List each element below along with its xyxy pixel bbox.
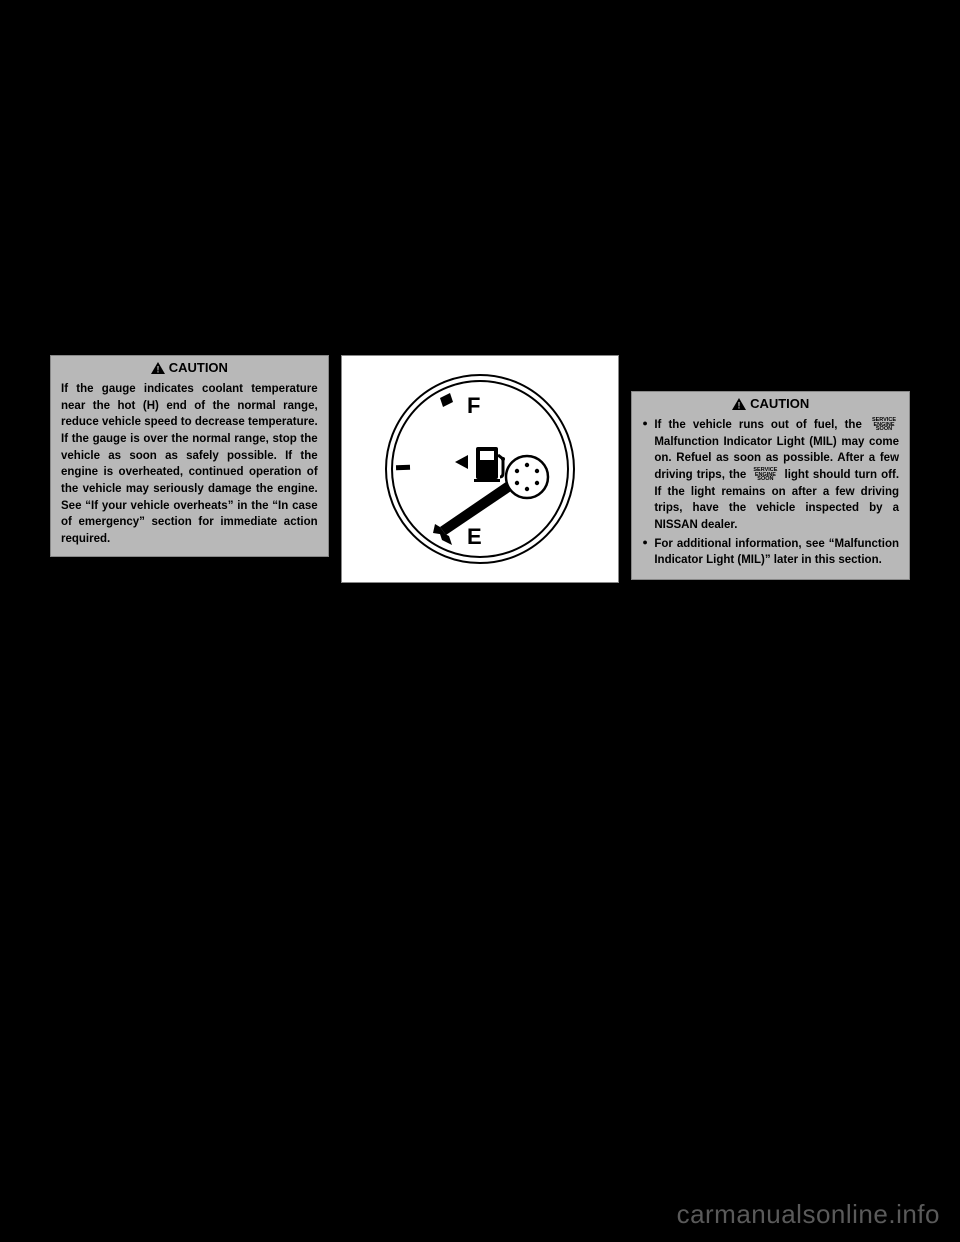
column-right: ! CAUTION If the vehicle runs out of fue…	[631, 355, 910, 583]
fuel-gauge-svg: F E	[350, 369, 610, 569]
service-engine-soon-icon: SERVICE ENGINE SOON	[872, 418, 896, 433]
caution-bullet-1: If the vehicle runs out of fuel, the SER…	[642, 417, 899, 534]
service-engine-soon-icon: SERVICE ENGINE SOON	[753, 468, 777, 483]
warning-triangle-icon: !	[732, 398, 746, 410]
gauge-label-empty: E	[467, 524, 482, 549]
caution-header: ! CAUTION	[51, 356, 328, 379]
fuel-pump-icon	[474, 447, 505, 482]
fuel-gauge-figure: F E	[341, 355, 620, 583]
warning-triangle-icon: !	[151, 362, 165, 374]
watermark-text: carmanualsonline.info	[677, 1199, 940, 1230]
caution-header-text: CAUTION	[169, 360, 228, 375]
svg-text:!: !	[738, 400, 741, 410]
three-column-layout: ! CAUTION If the gauge indicates coolant…	[50, 355, 910, 583]
caution-header: ! CAUTION	[632, 392, 909, 415]
fuel-filler-arrow-icon	[455, 455, 468, 469]
svg-text:!: !	[156, 364, 159, 374]
caution-bullet-2: For additional information, see “Malfunc…	[642, 536, 899, 569]
column-left: ! CAUTION If the gauge indicates coolant…	[50, 355, 329, 583]
caution-box-fuel: ! CAUTION If the vehicle runs out of fue…	[631, 391, 910, 580]
caution-body: If the vehicle runs out of fuel, the SER…	[632, 415, 909, 579]
column-middle: F E	[341, 355, 620, 583]
caution-body-text: If the gauge indicates coolant temperatu…	[51, 379, 328, 556]
caution-box-coolant: ! CAUTION If the gauge indicates coolant…	[50, 355, 329, 557]
caution-header-text: CAUTION	[750, 396, 809, 411]
gauge-label-full: F	[467, 393, 480, 418]
